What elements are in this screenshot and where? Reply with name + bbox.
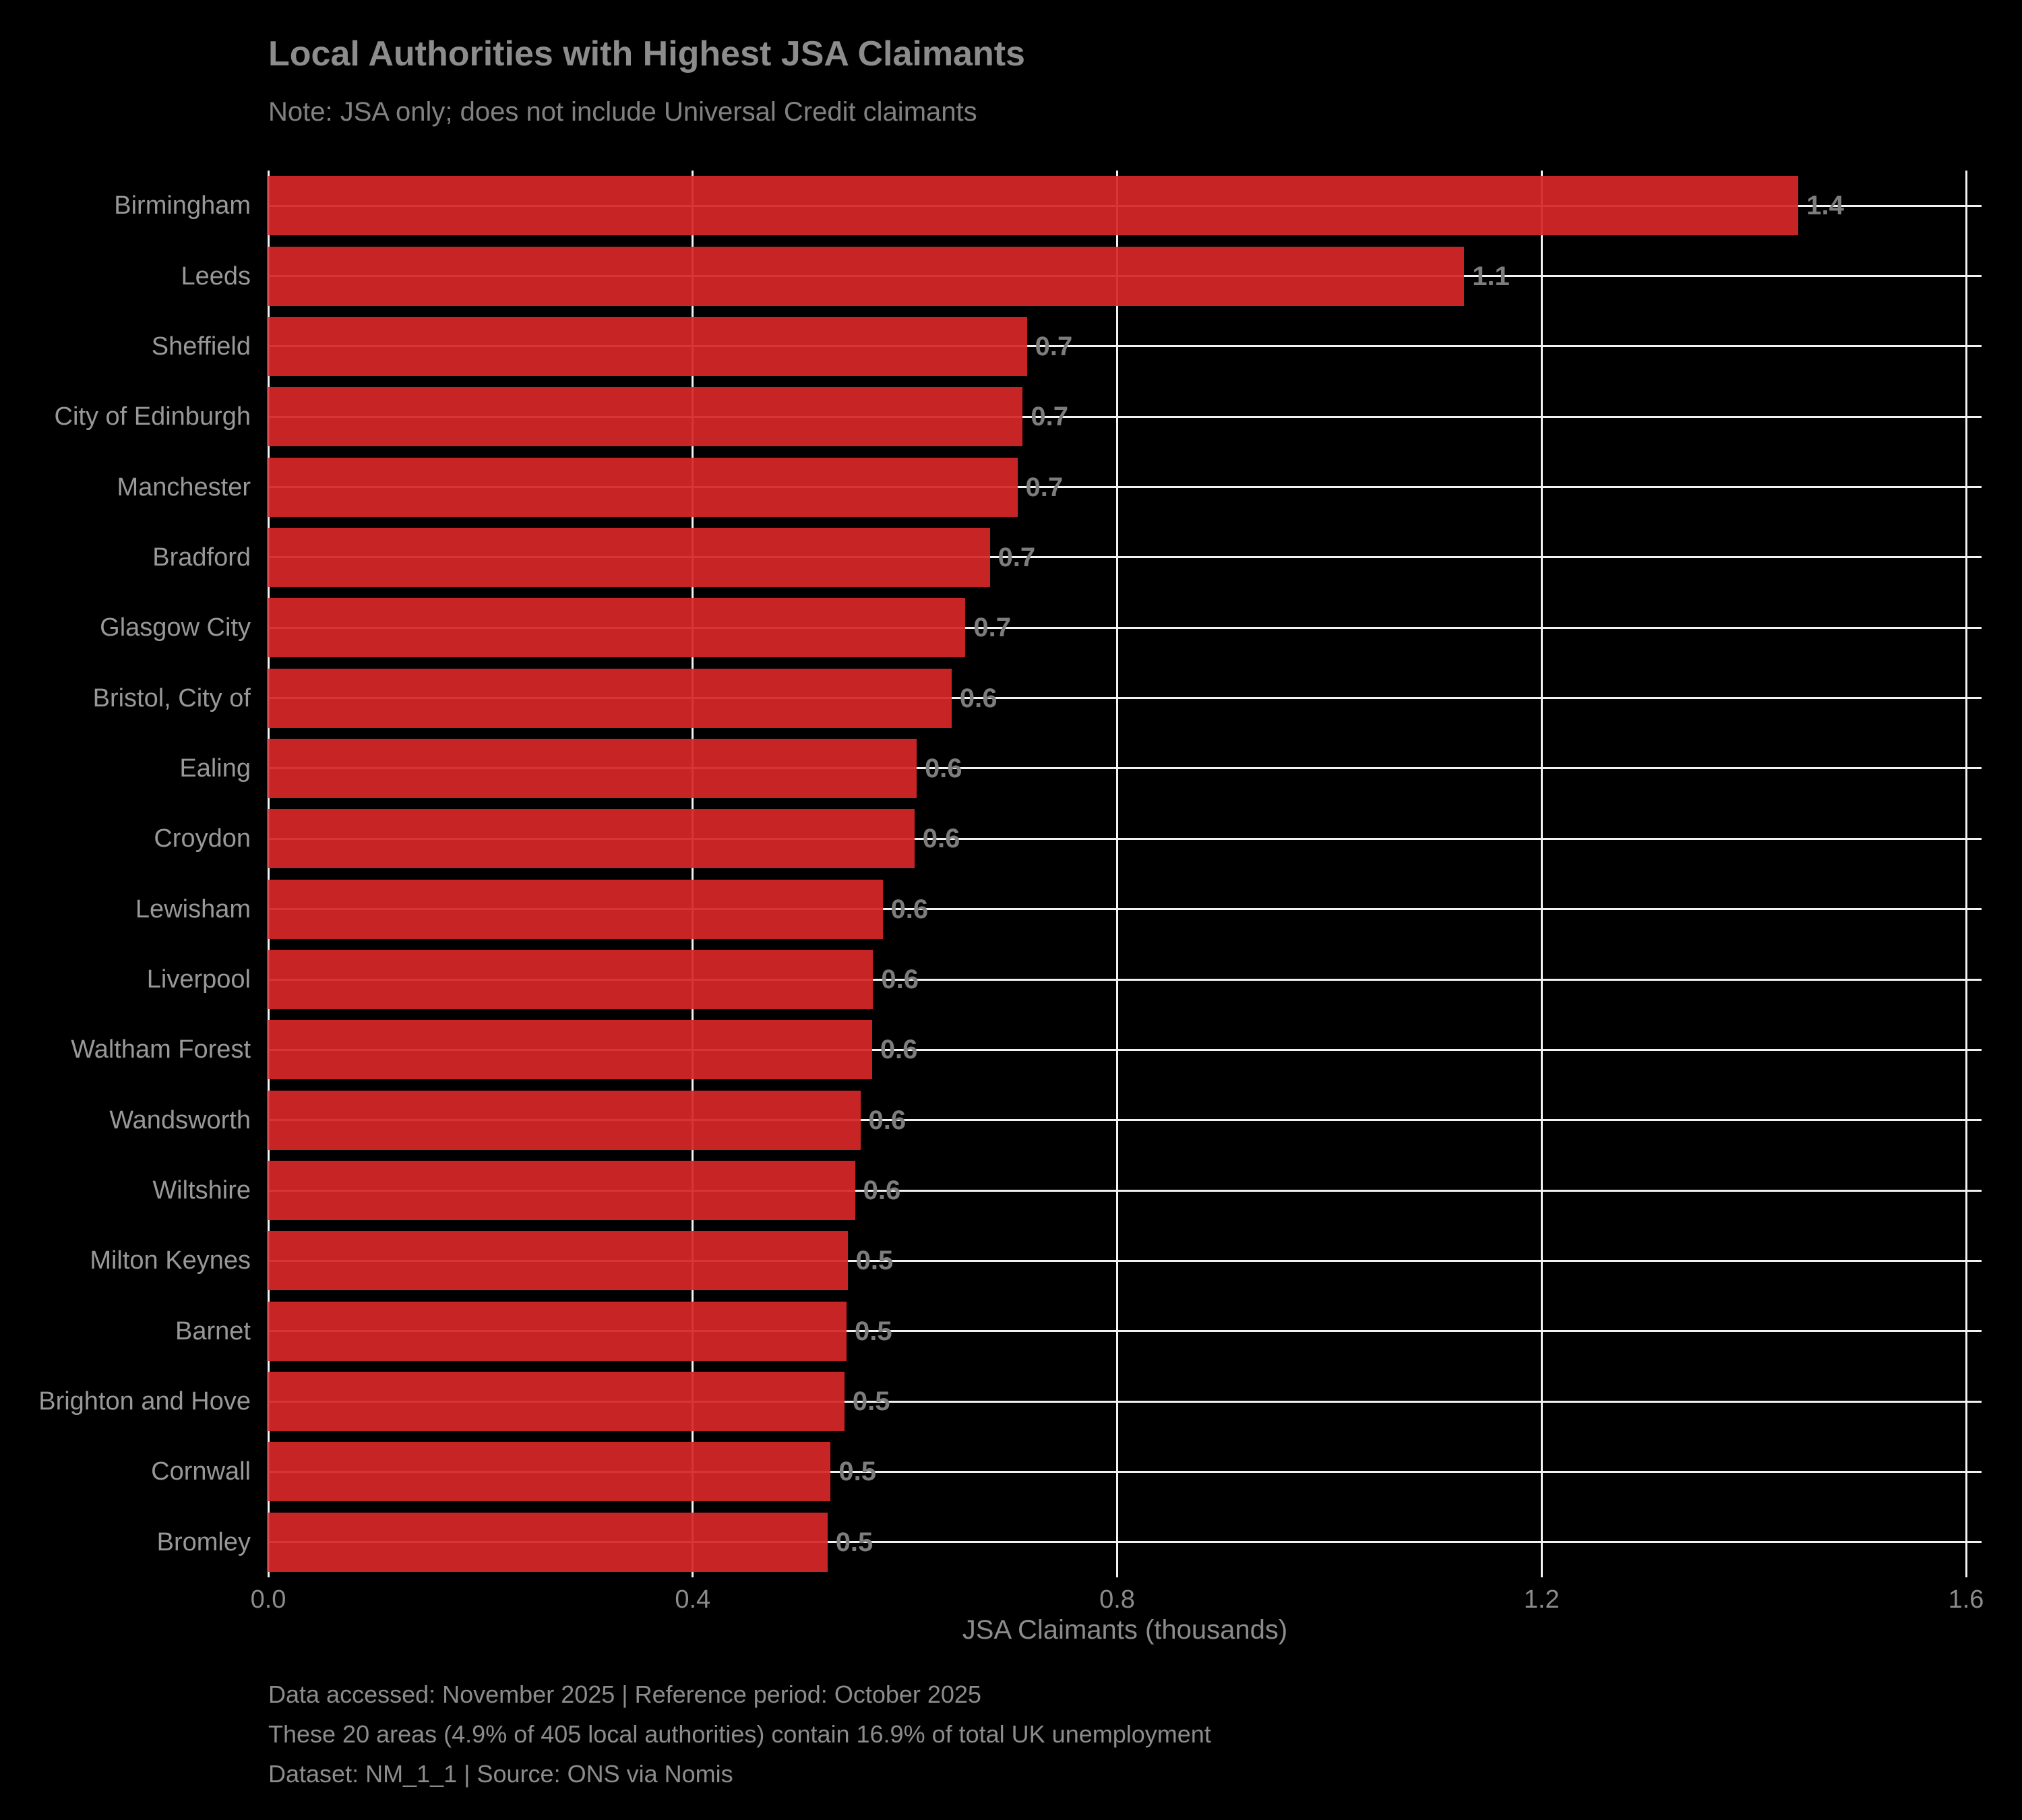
bar (268, 176, 1799, 236)
y-axis-label: Manchester (117, 473, 251, 502)
chart-title: Local Authorities with Highest JSA Claim… (268, 34, 1025, 73)
y-axis-label: Bromley (156, 1527, 251, 1556)
bar (268, 879, 883, 939)
x-tick-label: 0.8 (1099, 1585, 1135, 1614)
y-gridline (268, 626, 1982, 629)
value-label: 0.5 (855, 1316, 892, 1346)
y-axis-label: Wiltshire (152, 1176, 251, 1205)
y-axis-label: Brighton and Hove (38, 1387, 251, 1416)
value-label: 0.5 (835, 1527, 874, 1557)
y-gridline (268, 1400, 1982, 1403)
value-label: 0.6 (880, 1035, 918, 1065)
bar (268, 316, 1027, 376)
x-tick-label: 1.6 (1948, 1585, 1984, 1614)
footer-note-coverage: These 20 areas (4.9% of 405 local author… (268, 1720, 1211, 1748)
y-gridline (268, 1259, 1982, 1262)
value-label: 0.7 (1035, 331, 1073, 361)
bar (268, 1372, 845, 1432)
x-tick-label: 1.2 (1523, 1585, 1560, 1614)
value-label: 0.5 (838, 1457, 877, 1487)
y-gridline (268, 486, 1982, 489)
y-gridline (268, 1541, 1982, 1544)
x-axis-title: JSA Claimants (thousands) (962, 1615, 1288, 1645)
bar (268, 950, 874, 1010)
value-label: 0.6 (863, 1176, 901, 1206)
x-tick-label: 0.4 (675, 1585, 711, 1614)
value-label: 0.7 (1031, 402, 1068, 432)
value-label: 1.4 (1806, 191, 1844, 221)
y-axis-label: Cornwall (151, 1457, 251, 1486)
y-gridline (268, 1330, 1982, 1333)
bar (268, 598, 966, 658)
y-axis-label: Wandsworth (109, 1105, 251, 1134)
value-label: 0.7 (1025, 472, 1064, 502)
value-label: 0.6 (922, 824, 960, 854)
y-gridline (268, 908, 1982, 911)
y-axis-label: Croydon (154, 824, 251, 853)
y-axis-label: Milton Keynes (90, 1246, 251, 1275)
y-axis-label: Lewisham (135, 894, 251, 923)
footer-note-source: Dataset: NM_1_1 | Source: ONS via Nomis (268, 1760, 733, 1788)
value-label: 0.5 (855, 1246, 894, 1276)
y-axis-label: Bradford (152, 543, 251, 572)
bar (268, 527, 990, 587)
value-label: 0.5 (852, 1387, 890, 1417)
x-gridline (1540, 171, 1543, 1577)
y-gridline (268, 1470, 1982, 1473)
bar (268, 1231, 848, 1291)
y-gridline (268, 556, 1982, 559)
y-gridline (268, 767, 1982, 770)
y-axis-label: Barnet (175, 1316, 251, 1345)
x-gridline (1116, 171, 1118, 1577)
y-axis-label: Liverpool (146, 965, 251, 994)
bar (268, 457, 1018, 517)
value-label: 0.6 (868, 1105, 907, 1135)
y-gridline (268, 345, 1982, 348)
value-label: 0.6 (959, 683, 998, 713)
bar (268, 668, 952, 728)
y-axis-label: Sheffield (151, 332, 251, 361)
y-gridline (268, 978, 1982, 981)
y-gridline (268, 1119, 1982, 1122)
y-axis-labels: Birmingham Leeds Sheffield City of Edinburg… (0, 171, 251, 1577)
y-axis-label: Leeds (181, 262, 251, 291)
plot-area: 1.4 1.1 0.7 0.7 0.7 0.7 0.7 0.6 0.6 0.6 0.6 0.6 0.6 0… (267, 171, 1982, 1577)
bar (268, 809, 915, 869)
bar (268, 1161, 855, 1221)
value-label: 0.6 (924, 753, 962, 783)
bar (268, 1442, 831, 1502)
x-gridline (1965, 171, 1967, 1577)
value-label: 0.7 (998, 542, 1036, 572)
x-tick-label: 0.0 (250, 1585, 286, 1614)
bar (268, 1512, 828, 1572)
bar (268, 1020, 872, 1080)
bar (268, 738, 917, 798)
x-gridline (692, 171, 694, 1577)
value-label: 1.1 (1472, 261, 1510, 291)
x-gridline (267, 171, 270, 1577)
y-axis-label: Waltham Forest (71, 1035, 251, 1064)
y-axis-label: Ealing (179, 754, 251, 783)
y-axis-label: Glasgow City (100, 613, 251, 642)
y-gridline (268, 837, 1982, 840)
y-gridline (268, 415, 1982, 418)
value-label: 0.6 (881, 965, 919, 995)
y-axis-label: City of Edinburgh (54, 402, 251, 431)
chart-footer: Data accessed: November 2025 | Reference… (268, 1674, 1211, 1794)
value-label: 0.6 (890, 894, 929, 924)
bar (268, 246, 1465, 306)
y-gridline (268, 1189, 1982, 1192)
y-gridline (268, 1048, 1982, 1051)
value-label: 0.7 (973, 613, 1011, 643)
chart-subtitle: Note: JSA only; does not include Univers… (268, 97, 977, 127)
bar (268, 387, 1023, 447)
y-axis-label: Bristol, City of (92, 684, 251, 712)
bar (268, 1090, 861, 1150)
footer-note-accessed: Data accessed: November 2025 | Reference… (268, 1680, 981, 1708)
y-gridline (268, 697, 1982, 700)
bar (268, 1301, 847, 1361)
y-axis-label: Birmingham (114, 191, 251, 220)
